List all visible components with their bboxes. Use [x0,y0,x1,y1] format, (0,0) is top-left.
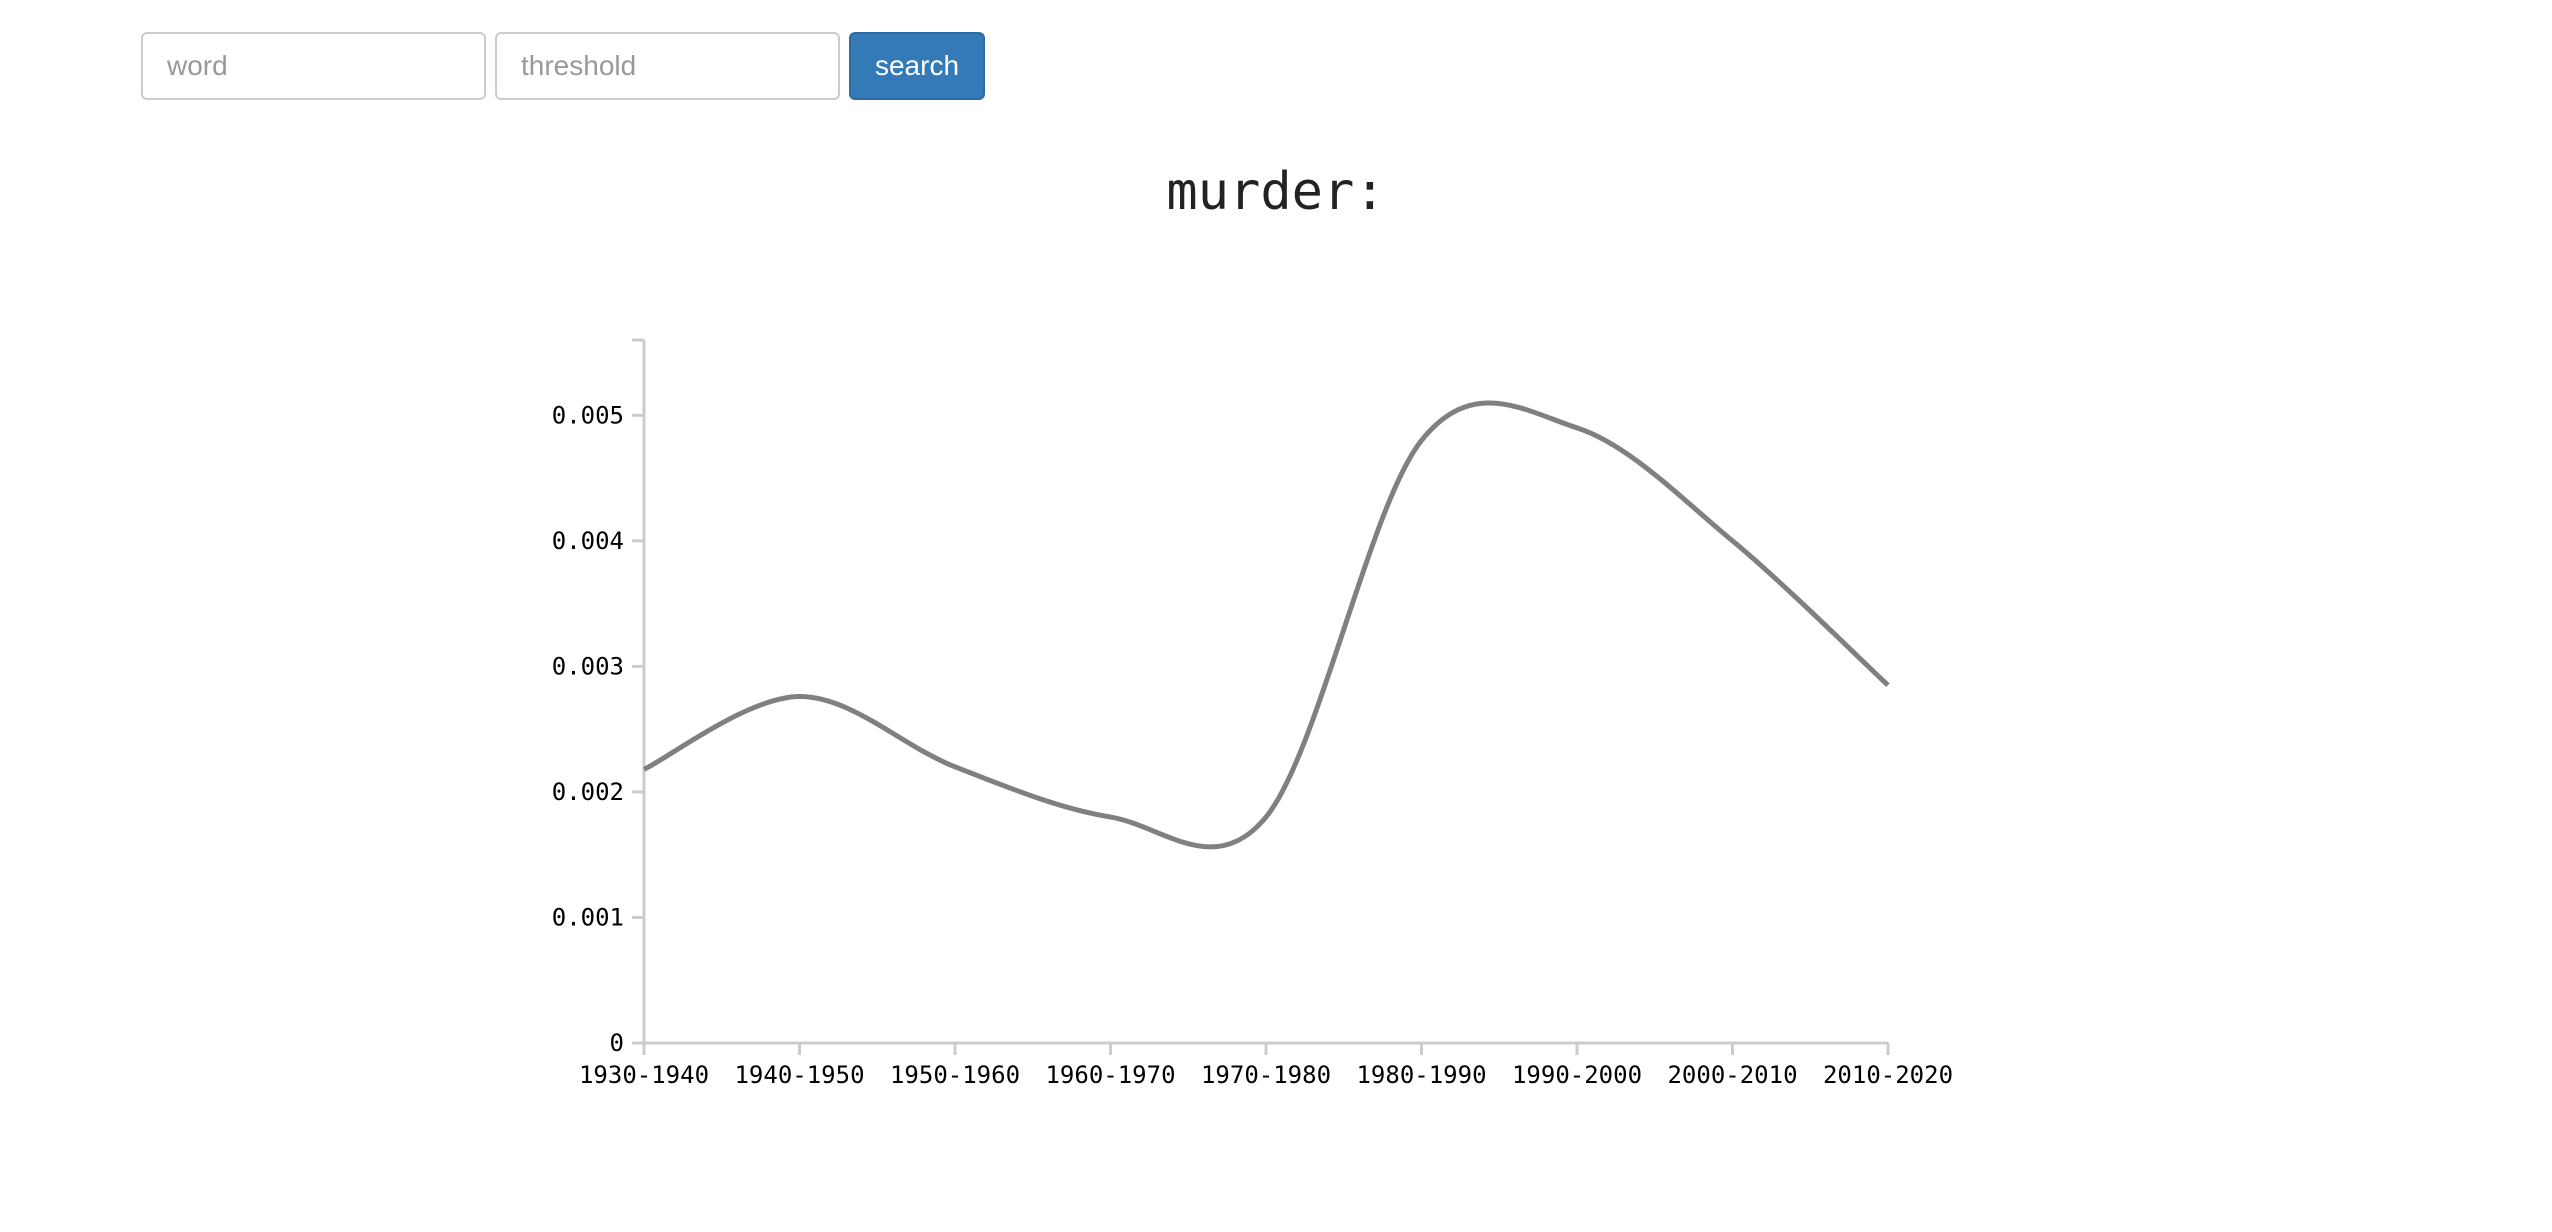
threshold-input[interactable] [495,32,840,100]
y-tick-label: 0 [610,1029,624,1057]
search-form: search [141,32,985,100]
y-tick-label: 0.001 [552,903,624,931]
y-tick-label: 0.003 [552,652,624,680]
y-tick-label: 0.005 [552,401,624,429]
series-line [642,400,1890,850]
x-tick-label: 2010-2020 [1823,1061,1953,1089]
x-axis: 1930-1940 1940-1950 1950-1960 1960-1970 1970… [579,1041,1953,1089]
x-tick-label: 1980-1990 [1356,1061,1486,1089]
y-tick-label: 0.004 [552,527,624,555]
word-input[interactable] [141,32,486,100]
x-tick-label: 2000-2010 [1667,1061,1797,1089]
y-axis: 0 0.001 0.002 0.003 0.004 0.005 [552,338,646,1057]
x-tick-label: 1930-1940 [579,1061,709,1089]
x-tick-label: 1990-2000 [1512,1061,1642,1089]
x-tick-label: 1950-1960 [890,1061,1020,1089]
chart-title: murder: [1166,162,1386,222]
x-tick-label: 1940-1950 [734,1061,864,1089]
x-tick-label: 1970-1980 [1201,1061,1331,1089]
x-tick-label: 1960-1970 [1045,1061,1175,1089]
search-button[interactable]: search [849,32,985,100]
y-tick-label: 0.002 [552,778,624,806]
